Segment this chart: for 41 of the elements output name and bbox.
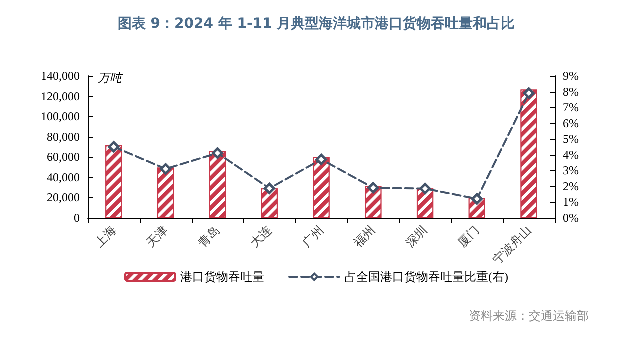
y-tick-label: 140,000 — [41, 69, 80, 83]
y2-tick-label: 9% — [563, 69, 579, 83]
legend-label: 占全国港口货物吞吐量比重(右) — [344, 270, 509, 284]
x-tick-label: 天津 — [144, 223, 171, 250]
y-tick-label: 60,000 — [47, 150, 80, 164]
y2-tick-label: 4% — [563, 148, 579, 162]
y2-tick-label: 6% — [563, 116, 579, 130]
y2-tick-label: 7% — [563, 100, 579, 115]
point — [316, 154, 328, 166]
legend-label: 港口货物吞吐量 — [180, 270, 265, 284]
y2-tick-label: 0% — [563, 211, 579, 225]
y-tick-label: 40,000 — [47, 170, 80, 184]
point — [108, 141, 120, 153]
x-tick-label: 广州 — [300, 223, 326, 250]
point — [471, 193, 483, 205]
x-tick-label: 厦门 — [455, 223, 482, 250]
point — [420, 183, 432, 195]
chart-title: 图表 9：2024 年 1-11 月典型海洋城市港口货物吞吐量和占比 — [118, 15, 516, 32]
point — [212, 148, 224, 160]
y-tick-label: 100,000 — [41, 110, 80, 124]
y-tick-label: 120,000 — [41, 89, 80, 104]
y-tick-label: 20,000 — [47, 190, 80, 205]
y-axis-title: 万吨 — [98, 71, 124, 85]
point — [160, 163, 172, 175]
point — [368, 182, 380, 194]
x-tick-label: 青岛 — [196, 223, 223, 250]
x-tick-label: 大连 — [248, 223, 275, 250]
x-tick-label: 上海 — [92, 223, 119, 250]
y2-tick-label: 3% — [563, 164, 579, 178]
y2-tick-label: 5% — [563, 132, 579, 146]
y2-tick-label: 8% — [563, 84, 579, 99]
x-tick-label: 深圳 — [403, 223, 430, 250]
y-tick-label: 0 — [74, 211, 80, 225]
y-tick-label: 80,000 — [47, 130, 80, 144]
text: 资料来源：交通运输部 — [469, 309, 589, 323]
point — [264, 182, 276, 194]
x-tick-label: 福州 — [351, 223, 378, 250]
x-tick-label: 宁波舟山 — [490, 223, 534, 267]
point — [523, 88, 535, 100]
y2-tick-label: 1% — [563, 195, 579, 210]
y2-tick-label: 2% — [563, 179, 579, 194]
